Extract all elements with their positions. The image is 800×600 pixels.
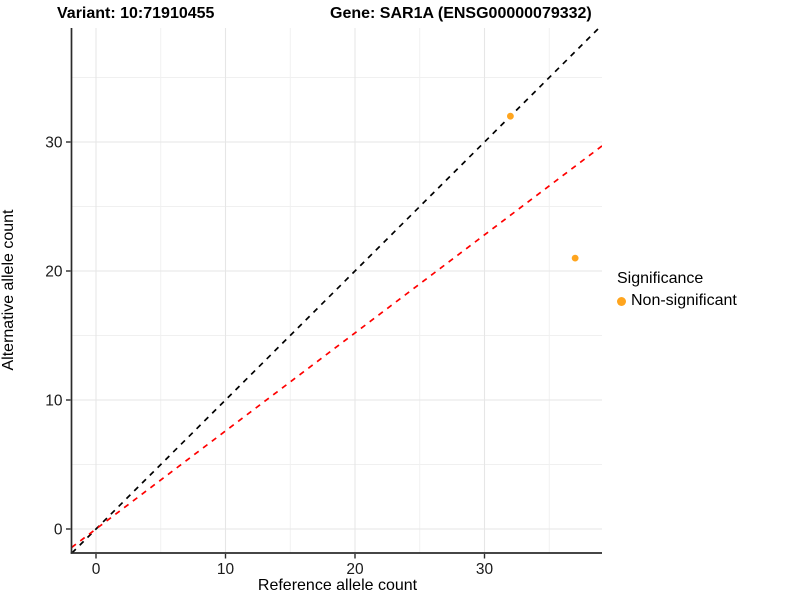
expected-ratio-line [71,145,602,549]
gridlines [71,28,602,553]
x-tick-label: 0 [92,561,101,578]
y-tick-label: 10 [45,393,63,410]
data-point [507,112,514,120]
reference-lines [71,28,602,553]
y-tick-label: 20 [45,264,63,281]
legend-item-label: Non-significant [631,292,737,309]
x-tick-label: 30 [476,561,494,578]
legend-point-icon [617,296,626,306]
data-point [571,254,579,262]
y-tick-label: 30 [45,135,63,152]
y-tick-label: 0 [54,522,63,539]
legend-title: Significance [617,270,704,287]
variant-title: Variant: 10:71910455 [57,5,215,22]
data-points [507,112,579,262]
legend: Significance Non-significant [617,270,737,310]
gene-title: Gene: SAR1A (ENSG00000079332) [330,5,592,22]
y-axis-title: Alternative allele count [0,209,17,371]
identity-line [71,28,600,553]
x-axis-title: Reference allele count [257,577,418,594]
x-tick-label: 10 [217,561,235,578]
x-tick-label: 20 [346,561,364,578]
legend-item: Non-significant [617,292,737,310]
